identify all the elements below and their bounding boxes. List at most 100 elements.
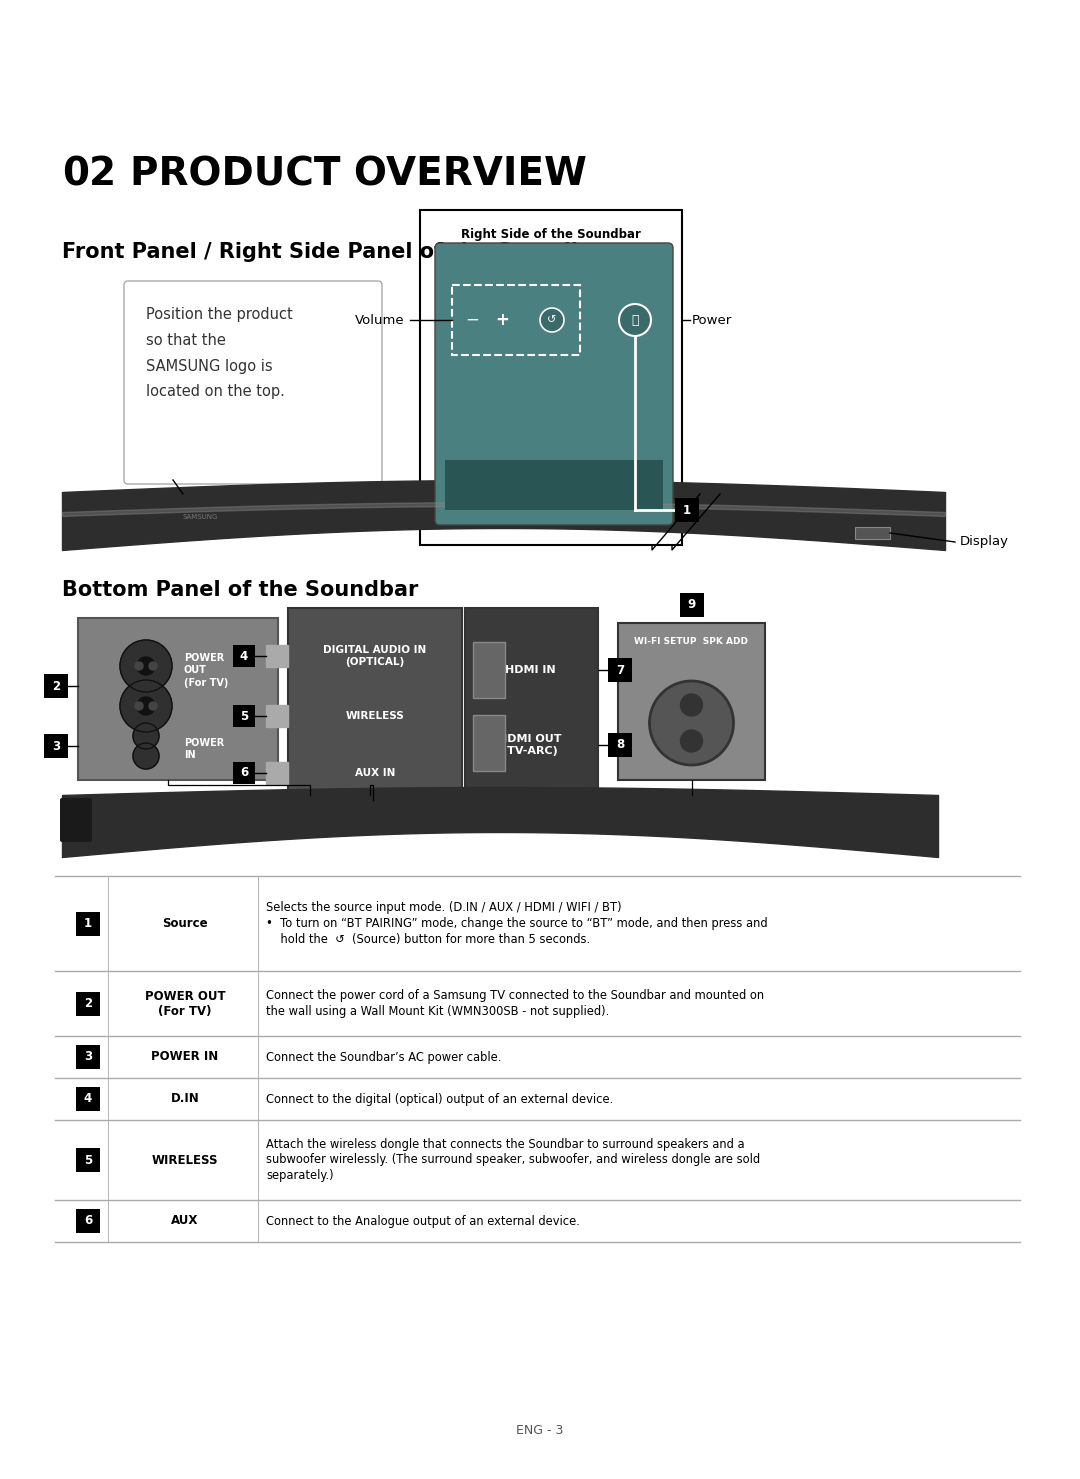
Text: Connect the power cord of a Samsung TV connected to the Soundbar and mounted on: Connect the power cord of a Samsung TV c… [266,989,765,1003]
FancyBboxPatch shape [266,762,288,784]
Text: Connect the Soundbar’s AC power cable.: Connect the Soundbar’s AC power cable. [266,1050,501,1063]
FancyBboxPatch shape [266,645,288,667]
Text: DIGITAL AUDIO IN
(OPTICAL): DIGITAL AUDIO IN (OPTICAL) [323,645,427,667]
Circle shape [619,305,651,336]
Circle shape [120,680,172,732]
Text: ↺: ↺ [548,315,556,325]
FancyBboxPatch shape [233,645,255,667]
Text: Volume: Volume [355,314,405,327]
Text: Selects the source input mode. (D.IN / AUX / HDMI / WIFI / BT): Selects the source input mode. (D.IN / A… [266,902,622,914]
Text: •  To turn on “BT PAIRING” mode, change the source to “BT” mode, and then press : • To turn on “BT PAIRING” mode, change t… [266,917,768,930]
Text: 1: 1 [683,503,691,516]
Text: separately.): separately.) [266,1168,334,1182]
FancyBboxPatch shape [288,608,462,800]
Text: −: − [465,311,478,328]
FancyBboxPatch shape [76,1148,100,1171]
Circle shape [680,731,702,751]
Text: Attach the wireless dongle that connects the Soundbar to surround speakers and a: Attach the wireless dongle that connects… [266,1137,744,1151]
Text: 3: 3 [84,1050,92,1063]
FancyBboxPatch shape [675,498,699,522]
Circle shape [133,742,159,769]
Text: 02: 02 [62,155,117,192]
FancyBboxPatch shape [618,623,765,779]
Text: AUX: AUX [172,1214,199,1228]
FancyBboxPatch shape [124,281,382,484]
Text: WIRELESS: WIRELESS [346,711,404,720]
FancyBboxPatch shape [465,608,598,800]
Circle shape [540,308,564,331]
Text: 2: 2 [84,997,92,1010]
FancyBboxPatch shape [78,618,278,779]
FancyBboxPatch shape [855,527,890,538]
Text: 5: 5 [84,1154,92,1167]
FancyBboxPatch shape [76,1087,100,1111]
Circle shape [149,703,157,710]
FancyBboxPatch shape [679,593,703,617]
Text: Power: Power [692,314,732,327]
FancyBboxPatch shape [266,705,288,728]
Text: subwoofer wirelessly. (The surround speaker, subwoofer, and wireless dongle are : subwoofer wirelessly. (The surround spea… [266,1154,760,1167]
Text: PRODUCT OVERVIEW: PRODUCT OVERVIEW [130,155,586,192]
Circle shape [120,640,172,692]
Text: 4: 4 [240,649,248,663]
Text: 9: 9 [687,599,696,611]
Text: ⏻: ⏻ [631,314,638,327]
Text: 1: 1 [84,917,92,930]
Text: 5: 5 [240,710,248,723]
Text: Right Side of the Soundbar: Right Side of the Soundbar [461,228,640,241]
Text: HDMI IN: HDMI IN [504,666,555,674]
Circle shape [680,694,702,716]
FancyBboxPatch shape [44,674,68,698]
FancyBboxPatch shape [473,642,505,698]
FancyBboxPatch shape [76,911,100,936]
Circle shape [135,663,143,670]
Text: POWER OUT
(For TV): POWER OUT (For TV) [145,989,226,1018]
FancyBboxPatch shape [233,705,255,728]
Text: Position the product
so that the
SAMSUNG logo is
located on the top.: Position the product so that the SAMSUNG… [146,308,293,399]
FancyBboxPatch shape [76,1208,100,1233]
Text: 7: 7 [616,664,624,676]
Text: 6: 6 [240,766,248,779]
FancyBboxPatch shape [473,714,505,771]
FancyBboxPatch shape [445,460,663,510]
Text: SAMSUNG: SAMSUNG [183,515,218,521]
Text: Connect to the digital (optical) output of an external device.: Connect to the digital (optical) output … [266,1093,613,1105]
Circle shape [137,697,156,714]
Circle shape [649,680,733,765]
Text: AUX IN: AUX IN [355,768,395,778]
FancyBboxPatch shape [44,734,68,759]
Text: Bottom Panel of the Soundbar: Bottom Panel of the Soundbar [62,580,418,600]
Text: Display: Display [960,535,1009,549]
Text: +: + [495,311,509,328]
FancyBboxPatch shape [60,799,92,842]
Text: 6: 6 [84,1214,92,1228]
Text: Front Panel / Right Side Panel of the Soundbar: Front Panel / Right Side Panel of the So… [62,243,610,262]
Circle shape [133,723,159,748]
Text: 3: 3 [52,740,60,753]
Text: POWER IN: POWER IN [151,1050,218,1063]
Text: 4: 4 [84,1093,92,1105]
FancyBboxPatch shape [435,243,673,525]
Text: 8: 8 [616,738,624,751]
Circle shape [137,657,156,674]
Text: Source: Source [162,917,207,930]
FancyBboxPatch shape [608,734,632,757]
FancyBboxPatch shape [608,658,632,682]
Circle shape [149,663,157,670]
Text: HDMI OUT
(TV-ARC): HDMI OUT (TV-ARC) [498,734,562,756]
FancyBboxPatch shape [76,1046,100,1069]
FancyBboxPatch shape [76,991,100,1016]
FancyBboxPatch shape [233,762,255,784]
Text: 2: 2 [52,679,60,692]
Text: WI-FI SETUP  SPK ADD: WI-FI SETUP SPK ADD [635,636,748,645]
Text: WIRELESS: WIRELESS [152,1154,218,1167]
FancyBboxPatch shape [420,210,681,544]
Text: the wall using a Wall Mount Kit (WMN300SB - not supplied).: the wall using a Wall Mount Kit (WMN300S… [266,1004,609,1018]
Text: POWER
IN: POWER IN [184,738,225,760]
Text: ENG - 3: ENG - 3 [516,1423,564,1436]
Text: Connect to the Analogue output of an external device.: Connect to the Analogue output of an ext… [266,1214,580,1228]
Text: D.IN: D.IN [171,1093,200,1105]
Circle shape [135,703,143,710]
Text: hold the  ↺  (Source) button for more than 5 seconds.: hold the ↺ (Source) button for more than… [266,932,590,945]
Text: POWER
OUT
(For TV): POWER OUT (For TV) [184,654,228,688]
